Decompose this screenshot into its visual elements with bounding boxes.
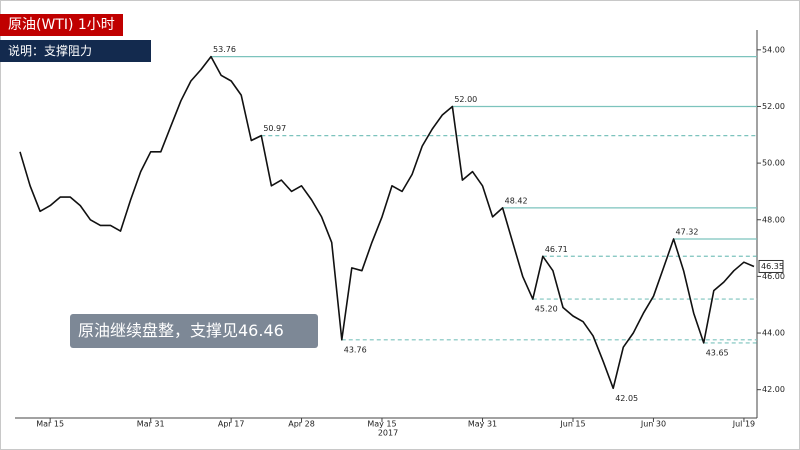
x-tick-label: Apr 17 xyxy=(218,420,245,429)
year-label: 2017 xyxy=(378,429,398,438)
y-tick-label: 44.00 xyxy=(762,329,785,338)
x-tick-label: May 31 xyxy=(468,420,497,429)
y-tick-label: 46.00 xyxy=(762,272,785,281)
subtitle: 说明：支撑阻力 xyxy=(0,40,151,62)
x-tick-label: Jun 30 xyxy=(640,420,666,429)
x-tick-label: Apr 28 xyxy=(288,420,315,429)
level-label: 45.20 xyxy=(535,305,558,314)
x-tick-label: Jun 15 xyxy=(559,420,585,429)
y-tick-label: 52.00 xyxy=(762,102,785,111)
x-tick-label: May 15 xyxy=(367,420,396,429)
price-line xyxy=(19,55,755,390)
y-tick-label: 54.00 xyxy=(762,45,785,54)
level-label: 48.42 xyxy=(505,196,528,205)
level-label: 53.76 xyxy=(213,45,236,54)
last-price-box xyxy=(758,259,784,273)
y-tick-label: 48.00 xyxy=(762,215,785,224)
level-label: 43.65 xyxy=(706,348,729,357)
chart-title: 原油(WTI) 1小时 xyxy=(0,14,123,36)
level-label: 47.32 xyxy=(676,228,699,237)
x-tick-label: Mar 31 xyxy=(137,420,165,429)
last-price-label: 46.35 xyxy=(761,262,784,271)
level-label: 43.76 xyxy=(344,345,367,354)
x-tick-label: Jul 19 xyxy=(732,420,755,429)
level-label: 42.05 xyxy=(615,394,638,403)
x-tick-label: Mar 15 xyxy=(36,420,64,429)
y-tick-label: 50.00 xyxy=(762,159,785,168)
level-label: 52.00 xyxy=(454,95,477,104)
note-box: 原油继续盘整，支撑见46.46 xyxy=(70,314,318,348)
y-tick-label: 42.00 xyxy=(762,385,785,394)
level-label: 46.71 xyxy=(545,245,568,254)
level-label: 50.97 xyxy=(263,124,286,133)
